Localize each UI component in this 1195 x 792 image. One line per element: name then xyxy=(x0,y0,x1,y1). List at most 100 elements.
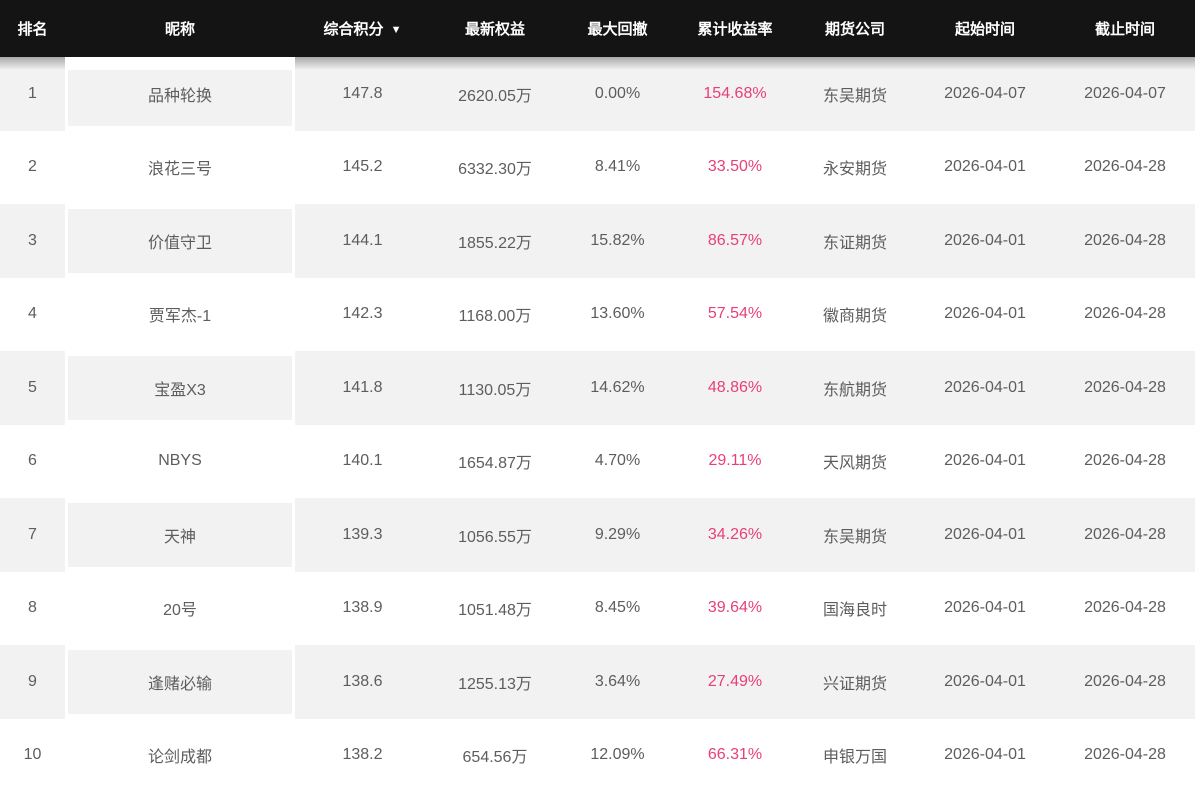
return-rate-cell: 34.26% xyxy=(675,498,795,572)
rank-cell: 6 xyxy=(0,424,65,498)
header-start-date: 起始时间 xyxy=(915,0,1055,57)
return-rate-cell: 39.64% xyxy=(675,571,795,645)
header-score-label: 综合积分 xyxy=(323,21,384,38)
header-equity: 最新权益 xyxy=(430,0,560,57)
start-date-cell: 2026-04-01 xyxy=(915,498,1055,572)
header-end-date: 截止时间 xyxy=(1055,0,1195,57)
start-date-cell: 2026-04-01 xyxy=(915,424,1055,498)
end-date-cell: 2026-04-28 xyxy=(1055,571,1195,645)
company-cell: 东吴期货 xyxy=(795,57,915,131)
nickname-cell: 品种轮换 xyxy=(65,57,295,131)
sort-desc-icon: ▼ xyxy=(390,24,402,36)
company-cell: 申银万国 xyxy=(795,718,915,792)
header-equity-label: 最新权益 xyxy=(464,21,525,38)
rank-cell: 7 xyxy=(0,498,65,572)
company-cell: 兴证期货 xyxy=(795,645,915,719)
company-cell: 天风期货 xyxy=(795,424,915,498)
header-nickname: 昵称 xyxy=(65,0,295,57)
score-cell: 138.9 xyxy=(295,571,430,645)
drawdown-cell: 8.41% xyxy=(560,130,675,204)
start-date-cell: 2026-04-01 xyxy=(915,204,1055,278)
company-cell: 国海良时 xyxy=(795,571,915,645)
end-date-cell: 2026-04-28 xyxy=(1055,718,1195,792)
return-rate-cell: 33.50% xyxy=(675,130,795,204)
equity-cell: 1855.22万 xyxy=(430,204,560,278)
drawdown-cell: 13.60% xyxy=(560,277,675,351)
start-date-cell: 2026-04-01 xyxy=(915,718,1055,792)
equity-cell: 1051.48万 xyxy=(430,571,560,645)
end-date-cell: 2026-04-07 xyxy=(1055,57,1195,131)
company-cell: 徽商期货 xyxy=(795,277,915,351)
score-cell: 147.8 xyxy=(295,57,430,131)
table-row[interactable]: 9 逢赌必输 138.6 1255.13万 3.64% 27.49% 兴证期货 … xyxy=(0,645,1195,719)
rank-cell: 1 xyxy=(0,57,65,131)
return-rate-cell: 86.57% xyxy=(675,204,795,278)
table-header: 排名 昵称 综合积分 ▼ 最新权益 最大回撤 累计收益率 期货公司 xyxy=(0,0,1195,57)
return-rate-cell: 57.54% xyxy=(675,277,795,351)
equity-cell: 2620.05万 xyxy=(430,57,560,131)
rank-cell: 10 xyxy=(0,718,65,792)
drawdown-cell: 0.00% xyxy=(560,57,675,131)
drawdown-cell: 14.62% xyxy=(560,351,675,425)
score-cell: 142.3 xyxy=(295,277,430,351)
return-rate-cell: 154.68% xyxy=(675,57,795,131)
equity-cell: 1056.55万 xyxy=(430,498,560,572)
rank-cell: 3 xyxy=(0,204,65,278)
end-date-cell: 2026-04-28 xyxy=(1055,498,1195,572)
table-row[interactable]: 2 浪花三号 145.2 6332.30万 8.41% 33.50% 永安期货 … xyxy=(0,130,1195,204)
score-cell: 138.6 xyxy=(295,645,430,719)
end-date-cell: 2026-04-28 xyxy=(1055,645,1195,719)
end-date-cell: 2026-04-28 xyxy=(1055,204,1195,278)
company-cell: 东航期货 xyxy=(795,351,915,425)
start-date-cell: 2026-04-01 xyxy=(915,571,1055,645)
nickname-cell: 浪花三号 xyxy=(65,130,295,204)
equity-cell: 1168.00万 xyxy=(430,277,560,351)
rank-cell: 9 xyxy=(0,645,65,719)
score-cell: 138.2 xyxy=(295,718,430,792)
nickname-cell: 贾军杰-1 xyxy=(65,277,295,351)
leaderboard-body: 1 品种轮换 147.8 2620.05万 0.00% 154.68% 东吴期货… xyxy=(0,57,1195,792)
company-cell: 永安期货 xyxy=(795,130,915,204)
header-score-sort[interactable]: 综合积分 ▼ xyxy=(295,0,430,57)
return-rate-cell: 48.86% xyxy=(675,351,795,425)
table-row[interactable]: 6 NBYS 140.1 1654.87万 4.70% 29.11% 天风期货 … xyxy=(0,424,1195,498)
score-cell: 141.8 xyxy=(295,351,430,425)
equity-cell: 1130.05万 xyxy=(430,351,560,425)
drawdown-cell: 4.70% xyxy=(560,424,675,498)
end-date-cell: 2026-04-28 xyxy=(1055,277,1195,351)
header-rank-label: 排名 xyxy=(17,21,48,38)
start-date-cell: 2026-04-01 xyxy=(915,277,1055,351)
header-drawdown-label: 最大回撤 xyxy=(587,21,648,38)
header-end-date-label: 截止时间 xyxy=(1094,21,1155,38)
table-row[interactable]: 10 论剑成都 138.2 654.56万 12.09% 66.31% 申银万国… xyxy=(0,718,1195,792)
header-return-rate-label: 累计收益率 xyxy=(697,21,773,38)
nickname-cell: 20号 xyxy=(65,571,295,645)
end-date-cell: 2026-04-28 xyxy=(1055,424,1195,498)
nickname-cell: 宝盈X3 xyxy=(65,351,295,425)
end-date-cell: 2026-04-28 xyxy=(1055,351,1195,425)
table-row[interactable]: 5 宝盈X3 141.8 1130.05万 14.62% 48.86% 东航期货… xyxy=(0,351,1195,425)
header-rank: 排名 xyxy=(0,0,65,57)
return-rate-cell: 29.11% xyxy=(675,424,795,498)
table-row[interactable]: 3 价值守卫 144.1 1855.22万 15.82% 86.57% 东证期货… xyxy=(0,204,1195,278)
score-cell: 145.2 xyxy=(295,130,430,204)
table-row[interactable]: 1 品种轮换 147.8 2620.05万 0.00% 154.68% 东吴期货… xyxy=(0,57,1195,131)
rank-cell: 4 xyxy=(0,277,65,351)
table-row[interactable]: 4 贾军杰-1 142.3 1168.00万 13.60% 57.54% 徽商期… xyxy=(0,277,1195,351)
start-date-cell: 2026-04-01 xyxy=(915,351,1055,425)
table-row[interactable]: 7 天神 139.3 1056.55万 9.29% 34.26% 东吴期货 20… xyxy=(0,498,1195,572)
start-date-cell: 2026-04-01 xyxy=(915,130,1055,204)
return-rate-cell: 27.49% xyxy=(675,645,795,719)
nickname-cell: NBYS xyxy=(65,424,295,498)
score-cell: 139.3 xyxy=(295,498,430,572)
equity-cell: 1255.13万 xyxy=(430,645,560,719)
score-cell: 140.1 xyxy=(295,424,430,498)
drawdown-cell: 15.82% xyxy=(560,204,675,278)
score-cell: 144.1 xyxy=(295,204,430,278)
end-date-cell: 2026-04-28 xyxy=(1055,130,1195,204)
table-row[interactable]: 8 20号 138.9 1051.48万 8.45% 39.64% 国海良时 2… xyxy=(0,571,1195,645)
company-cell: 东证期货 xyxy=(795,204,915,278)
header-drawdown: 最大回撤 xyxy=(560,0,675,57)
header-start-date-label: 起始时间 xyxy=(954,21,1015,38)
